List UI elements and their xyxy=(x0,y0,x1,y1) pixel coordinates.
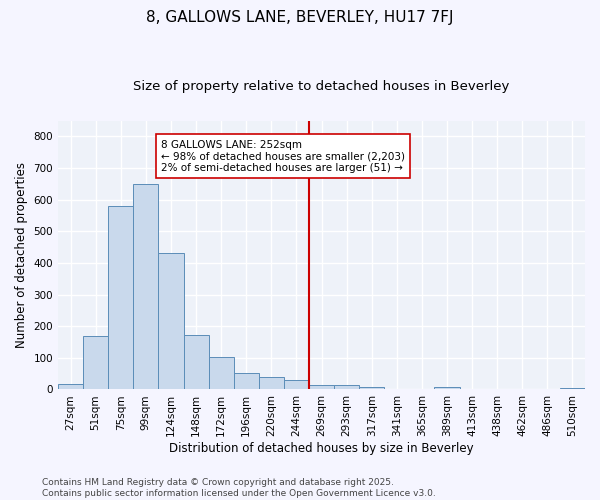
Text: 8 GALLOWS LANE: 252sqm
← 98% of detached houses are smaller (2,203)
2% of semi-d: 8 GALLOWS LANE: 252sqm ← 98% of detached… xyxy=(161,140,405,172)
Bar xyxy=(209,356,233,390)
Text: Contains HM Land Registry data © Crown copyright and database right 2025.
Contai: Contains HM Land Registry data © Crown c… xyxy=(42,478,436,498)
Bar xyxy=(233,373,259,390)
Y-axis label: Number of detached properties: Number of detached properties xyxy=(15,162,28,348)
Bar xyxy=(560,388,585,390)
Bar xyxy=(158,254,184,390)
Bar xyxy=(359,386,384,390)
Bar xyxy=(184,335,209,390)
Bar xyxy=(58,384,83,390)
Title: Size of property relative to detached houses in Beverley: Size of property relative to detached ho… xyxy=(133,80,510,93)
Bar xyxy=(284,380,309,390)
X-axis label: Distribution of detached houses by size in Beverley: Distribution of detached houses by size … xyxy=(169,442,474,455)
Bar xyxy=(259,378,284,390)
Text: 8, GALLOWS LANE, BEVERLEY, HU17 7FJ: 8, GALLOWS LANE, BEVERLEY, HU17 7FJ xyxy=(146,10,454,25)
Bar xyxy=(108,206,133,390)
Bar xyxy=(334,386,359,390)
Bar xyxy=(133,184,158,390)
Bar xyxy=(309,386,334,390)
Bar xyxy=(434,387,460,390)
Bar xyxy=(83,336,108,390)
